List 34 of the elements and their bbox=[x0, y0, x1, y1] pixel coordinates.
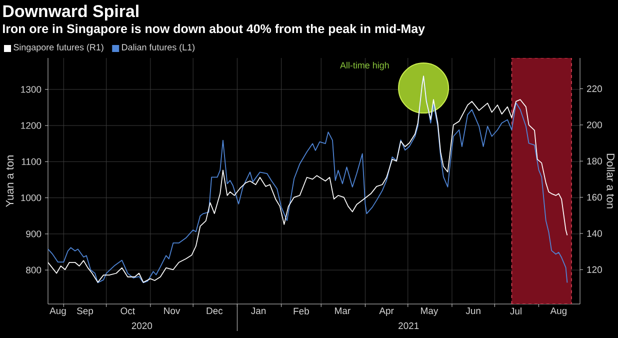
annotation: All-time high bbox=[340, 62, 389, 70]
x-tick-label: Jul bbox=[510, 308, 522, 314]
chart-title: Downward Spiral bbox=[3, 4, 138, 21]
y-tick-label: 1300 bbox=[21, 86, 42, 93]
x-tick-label: Aug bbox=[550, 308, 566, 316]
y-tick-label: 800 bbox=[26, 266, 42, 274]
text: 2021 bbox=[398, 322, 419, 330]
y2-tick-label: 220 bbox=[587, 85, 602, 92]
y-tick-label: 1100 bbox=[22, 158, 42, 166]
x-tick-label: Mar bbox=[335, 308, 350, 314]
chart-subtitle: Iron ore in Singapore is now down about 40% from the peak in mid-May bbox=[3, 24, 425, 36]
y2-tick-label: 180 bbox=[587, 158, 602, 164]
text: 2020 bbox=[132, 322, 152, 330]
x-tick-label: Sep bbox=[77, 308, 94, 316]
y2-tick-label: 160 bbox=[587, 194, 602, 201]
legend-label: Dalian futures (L1) bbox=[122, 44, 194, 52]
y2-tick-label: 120 bbox=[587, 266, 602, 273]
x-tick-label: Oct bbox=[120, 308, 135, 314]
x-tick-label: Feb bbox=[294, 308, 309, 314]
x-tick-label: May bbox=[421, 308, 438, 316]
x-tick-label: Nov bbox=[164, 308, 180, 314]
y-tick-label: 900 bbox=[26, 230, 42, 238]
y2-tick-label: 140 bbox=[587, 230, 602, 237]
x-tick-label: Jun bbox=[466, 308, 480, 314]
y-tick-label: 1200 bbox=[21, 122, 42, 129]
x-tick-label: Apr bbox=[379, 308, 394, 316]
y2-axis-title: Dollar a ton bbox=[606, 154, 615, 208]
x-tick-label: Dec bbox=[206, 308, 223, 314]
legend-label: Singapore futures (R1) bbox=[14, 44, 104, 52]
y-axis-title: Yuan a ton bbox=[6, 156, 14, 207]
x-tick-label: Jan bbox=[251, 308, 266, 314]
x-tick-label: Aug bbox=[50, 308, 66, 316]
y2-tick-label: 200 bbox=[587, 122, 602, 128]
y-tick-label: 1000 bbox=[21, 194, 42, 202]
